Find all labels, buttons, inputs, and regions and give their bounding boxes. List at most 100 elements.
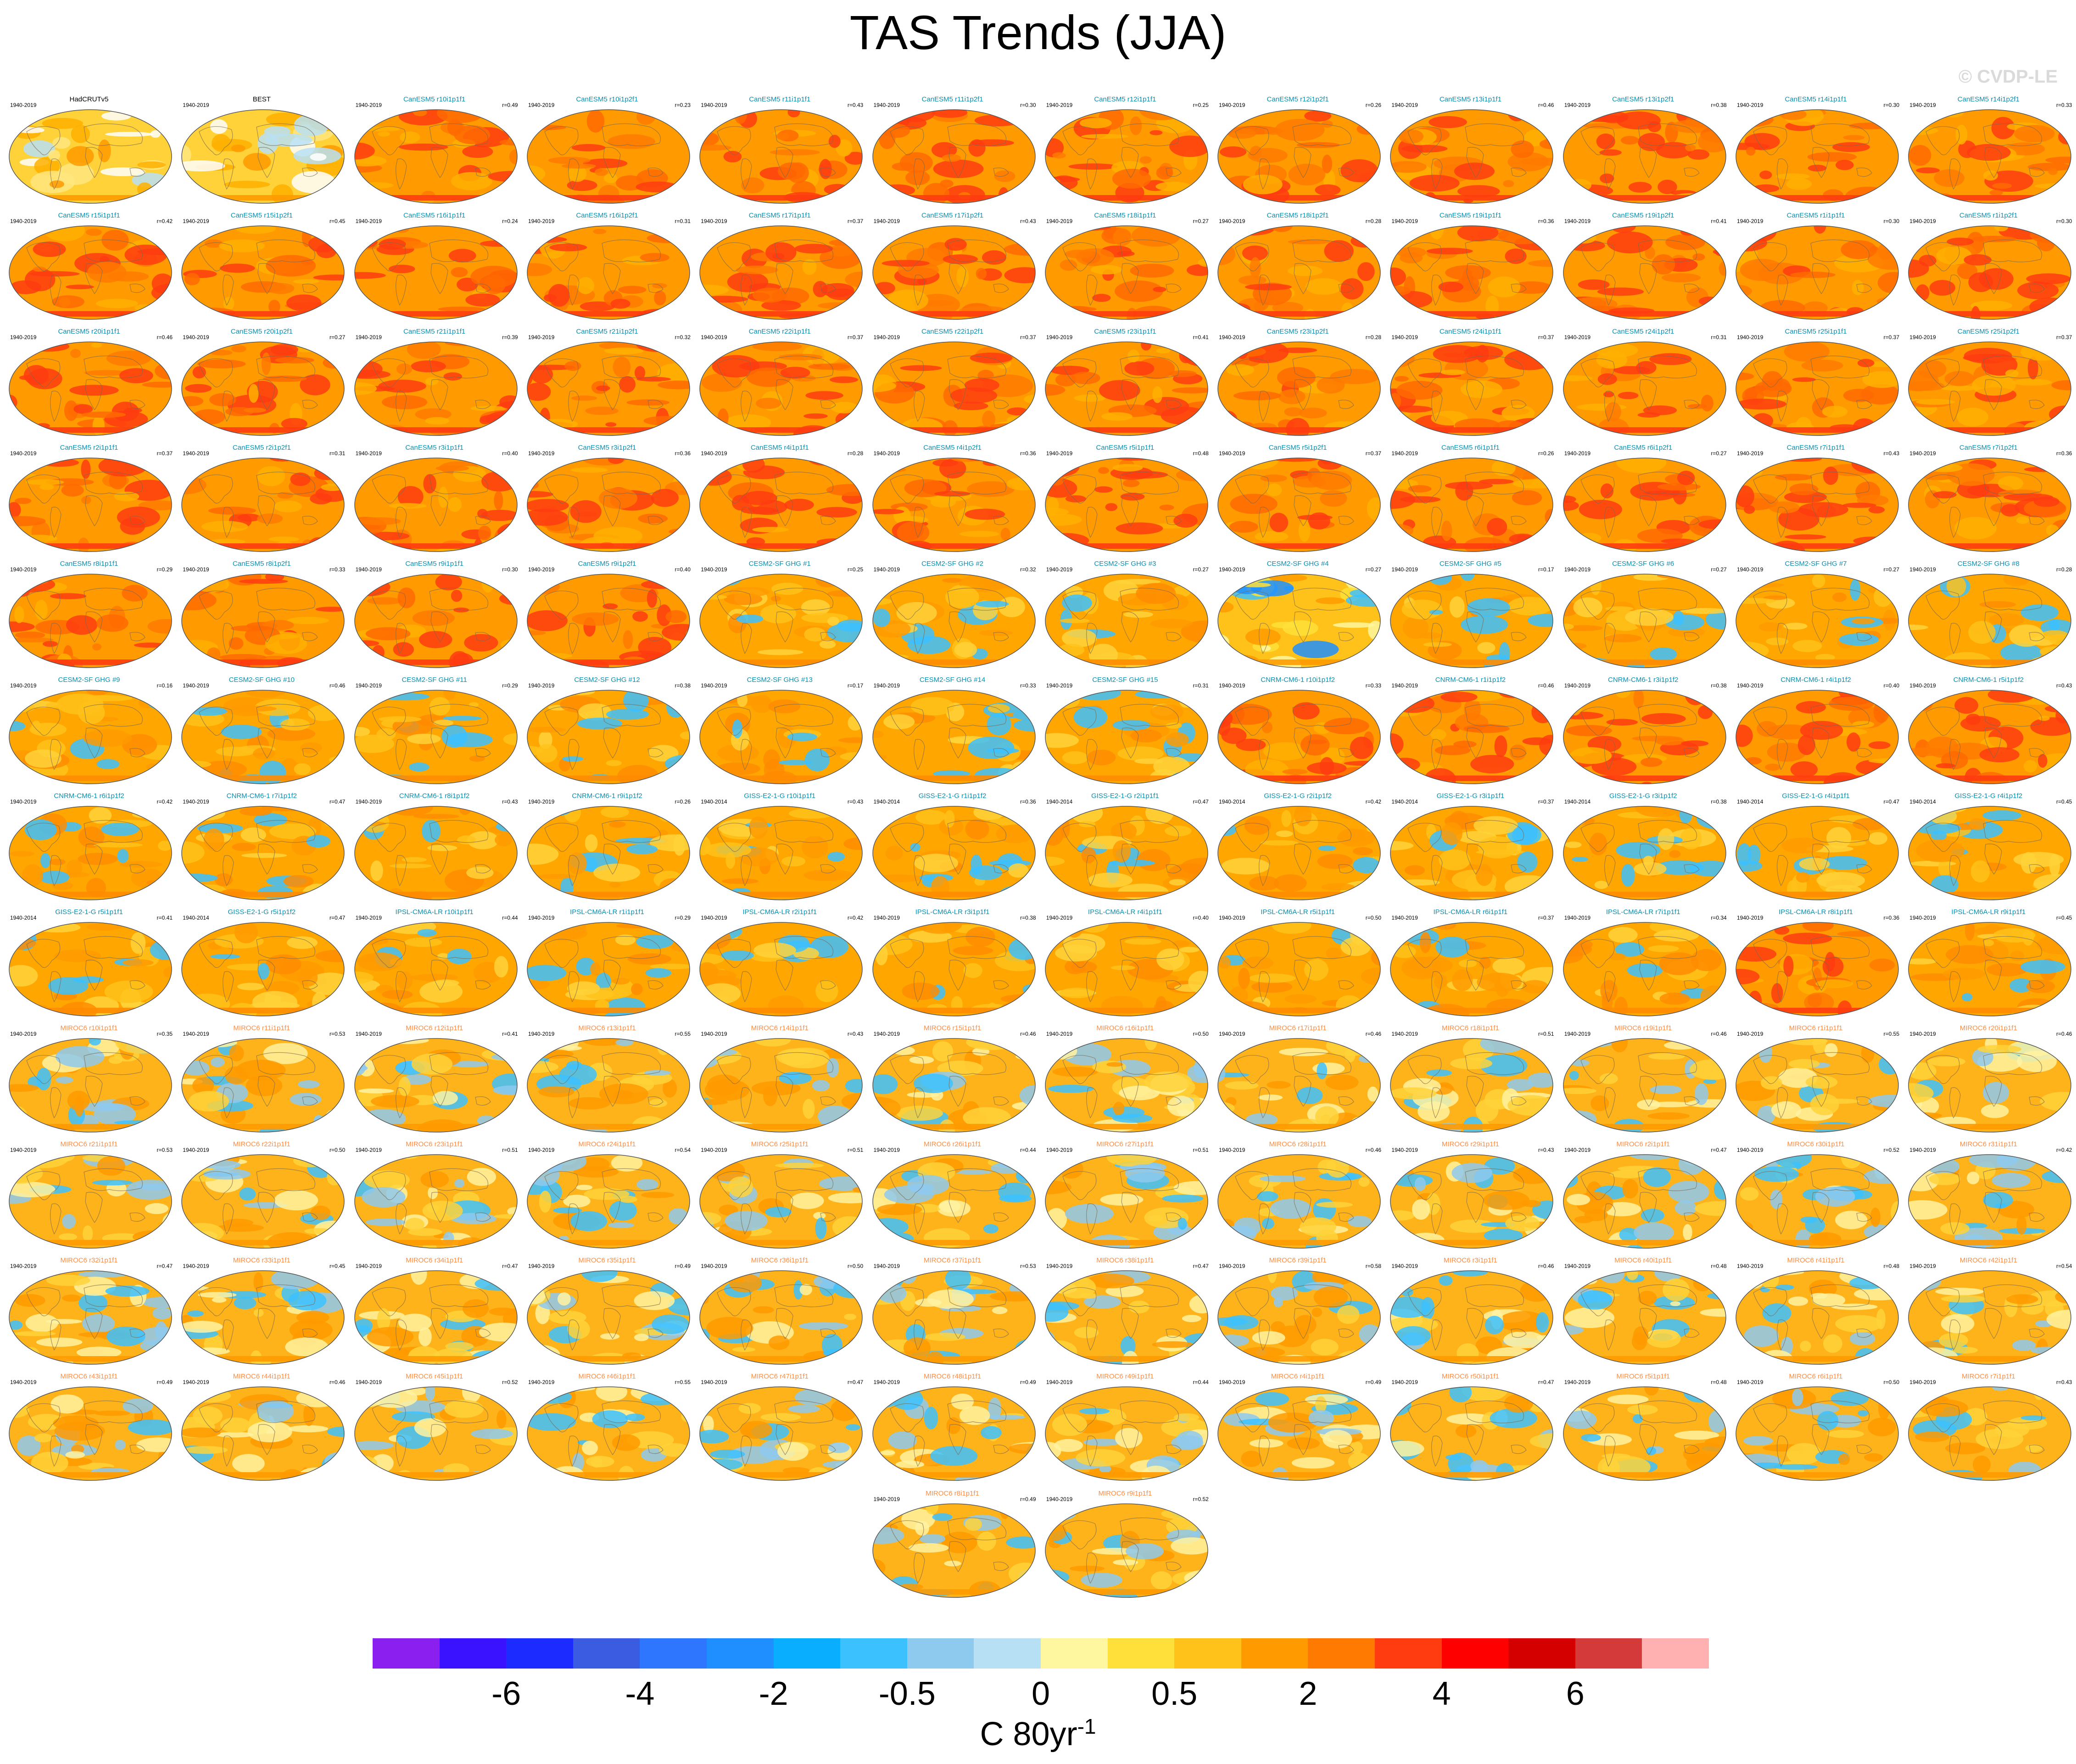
panel-r-value: r=0.47 bbox=[329, 798, 346, 805]
trend-map bbox=[1390, 1154, 1554, 1249]
panel-r-value: r=0.58 bbox=[1365, 1263, 1382, 1269]
map-panel: 1940-2019 CanESM5 r5i1p2f1 r=0.37 bbox=[1212, 442, 1383, 556]
trend-map bbox=[1045, 1503, 1208, 1598]
chart-title: TAS Trends (JJA) bbox=[849, 6, 1227, 60]
map-panel: 1940-2019 CESM2-SF GHG #13 r=0.17 bbox=[694, 675, 865, 788]
panel-period: 1940-2019 bbox=[1909, 450, 1936, 457]
panel-period: 1940-2019 bbox=[1391, 102, 1418, 108]
panel-r-value: r=0.47 bbox=[1883, 798, 1899, 805]
map-panel: 1940-2019 MIROC6 r2i1p1f1 r=0.47 bbox=[1558, 1139, 1729, 1253]
panel-r-value: r=0.49 bbox=[156, 1379, 173, 1385]
map-panel: 1940-2019 MIROC6 r39i1p1f1 r=0.58 bbox=[1212, 1255, 1383, 1369]
panel-title: CNRM-CM6-1 r9i1p1f2 bbox=[572, 792, 642, 800]
map-panel: 1940-2019 CanESM5 r18i1p1f1 r=0.27 bbox=[1040, 210, 1211, 324]
panel-r-value: r=0.47 bbox=[1711, 1147, 1727, 1153]
trend-map bbox=[354, 225, 518, 320]
trend-map bbox=[1045, 690, 1208, 784]
trend-map bbox=[9, 458, 172, 552]
panel-title: CanESM5 r24i1p2f1 bbox=[1612, 328, 1674, 335]
panel-period: 1940-2019 bbox=[1909, 682, 1936, 689]
panel-r-value: r=0.36 bbox=[675, 450, 691, 457]
panel-title: CanESM5 r15i1p2f1 bbox=[230, 212, 293, 219]
panel-title: MIROC6 r3i1p1f1 bbox=[1444, 1256, 1497, 1264]
trend-map bbox=[181, 109, 345, 204]
panel-period: 1940-2019 bbox=[1391, 334, 1418, 341]
colorbar-swatch bbox=[1575, 1638, 1642, 1669]
panel-r-value: r=0.37 bbox=[1538, 915, 1554, 921]
panel-title: CanESM5 r6i1p1f1 bbox=[1441, 444, 1500, 452]
panel-period: 1940-2019 bbox=[701, 334, 727, 341]
map-panel: 1940-2019 CESM2-SF GHG #9 r=0.16 bbox=[4, 675, 174, 788]
panel-r-value: r=0.46 bbox=[1538, 1263, 1554, 1269]
trend-map bbox=[699, 1386, 863, 1481]
colorbar-swatch bbox=[1375, 1638, 1442, 1669]
panel-period: 1940-2019 bbox=[1909, 102, 1936, 108]
panel-title: MIROC6 r40i1p1f1 bbox=[1614, 1256, 1672, 1264]
panel-r-value: r=0.29 bbox=[156, 566, 173, 573]
map-panel: 1940-2014 GISS-E2-1-G r2i1p1f2 r=0.42 bbox=[1212, 791, 1383, 904]
trend-map bbox=[1563, 341, 1726, 436]
panel-title: CanESM5 r2i1p1f1 bbox=[60, 444, 118, 452]
map-panel: 1940-2019 CanESM5 r20i1p2f1 r=0.27 bbox=[176, 326, 347, 440]
panel-title: MIROC6 r37i1p1f1 bbox=[923, 1256, 982, 1264]
colorbar-swatch bbox=[573, 1638, 640, 1669]
trend-map bbox=[1390, 109, 1554, 204]
map-panel: 1940-2014 GISS-E2-1-G r3i1p1f1 r=0.37 bbox=[1385, 791, 1556, 904]
map-panel: 1940-2014 GISS-E2-1-G r5i1p1f2 r=0.47 bbox=[176, 907, 347, 1021]
map-panel: 1940-2019 CanESM5 r10i1p2f1 r=0.23 bbox=[522, 94, 692, 208]
panel-title: CanESM5 r7i1p2f1 bbox=[1959, 444, 2018, 452]
panel-r-value: r=0.54 bbox=[2056, 1263, 2072, 1269]
panel-r-value: r=0.46 bbox=[2056, 1031, 2072, 1037]
panel-r-value: r=0.28 bbox=[1365, 218, 1382, 224]
panel-title: MIROC6 r27i1p1f1 bbox=[1096, 1140, 1154, 1148]
panel-title: CNRM-CM6-1 r8i1p1f2 bbox=[399, 792, 470, 800]
panel-period: 1940-2019 bbox=[528, 1379, 555, 1385]
panel-title: CanESM5 r5i1p2f1 bbox=[1268, 444, 1327, 452]
panel-r-value: r=0.49 bbox=[675, 1263, 691, 1269]
colorbar bbox=[373, 1638, 1709, 1669]
map-panel: 1940-2019 MIROC6 r36i1p1f1 r=0.50 bbox=[694, 1255, 865, 1369]
panel-period: 1940-2019 bbox=[10, 334, 37, 341]
trend-map bbox=[872, 109, 1036, 204]
panel-title: MIROC6 r42i1p1f1 bbox=[1959, 1256, 2017, 1264]
panel-r-value: r=0.47 bbox=[1193, 1263, 1209, 1269]
map-panel: 1940-2019 MIROC6 r6i1p1f1 r=0.50 bbox=[1730, 1371, 1901, 1485]
panel-title: MIROC6 r33i1p1f1 bbox=[233, 1256, 290, 1264]
trend-map bbox=[699, 922, 863, 1016]
map-panel: 1940-2019 CanESM5 r22i1p1f1 r=0.37 bbox=[694, 326, 865, 440]
panel-period: 1940-2019 bbox=[10, 1379, 37, 1385]
trend-map bbox=[1563, 806, 1726, 900]
trend-map bbox=[1908, 1386, 2072, 1481]
trend-map bbox=[354, 690, 518, 784]
trend-map bbox=[181, 690, 345, 784]
panel-title: MIROC6 r11i1p1f1 bbox=[233, 1024, 290, 1032]
panel-period: 1940-2014 bbox=[10, 915, 37, 921]
panel-title: CanESM5 r4i1p2f1 bbox=[923, 444, 982, 452]
panel-period: 1940-2019 bbox=[1737, 218, 1763, 224]
panel-r-value: r=0.47 bbox=[502, 1263, 518, 1269]
panel-title: MIROC6 r48i1p1f1 bbox=[923, 1373, 982, 1380]
panel-r-value: r=0.26 bbox=[1538, 450, 1554, 457]
panel-period: 1940-2019 bbox=[10, 1031, 37, 1037]
panel-r-value: r=0.43 bbox=[1883, 450, 1899, 457]
trend-map bbox=[181, 1386, 345, 1481]
panel-period: 1940-2014 bbox=[873, 798, 900, 805]
trend-map bbox=[699, 458, 863, 552]
panel-title: MIROC6 r1i1p1f1 bbox=[1789, 1024, 1843, 1032]
panel-period: 1940-2019 bbox=[355, 798, 382, 805]
trend-map bbox=[354, 1270, 518, 1365]
trend-map bbox=[9, 574, 172, 668]
panel-r-value: r=0.43 bbox=[502, 798, 518, 805]
panel-r-value: r=0.38 bbox=[1711, 102, 1727, 108]
panel-period: 1940-2019 bbox=[183, 1147, 209, 1153]
trend-map bbox=[1908, 922, 2072, 1016]
panel-r-value: r=0.37 bbox=[1883, 334, 1899, 341]
map-panel: 1940-2019 CanESM5 r2i1p1f1 r=0.37 bbox=[4, 442, 174, 556]
panel-period: 1940-2019 bbox=[1737, 1031, 1763, 1037]
panel-period: 1940-2019 bbox=[1737, 1263, 1763, 1269]
panel-period: 1940-2019 bbox=[1391, 218, 1418, 224]
panel-r-value: r=0.50 bbox=[329, 1147, 346, 1153]
panel-period: 1940-2019 bbox=[355, 682, 382, 689]
map-panel: 1940-2019 MIROC6 r44i1p1f1 r=0.46 bbox=[176, 1371, 347, 1485]
panel-title: MIROC6 r5i1p1f1 bbox=[1616, 1373, 1670, 1380]
